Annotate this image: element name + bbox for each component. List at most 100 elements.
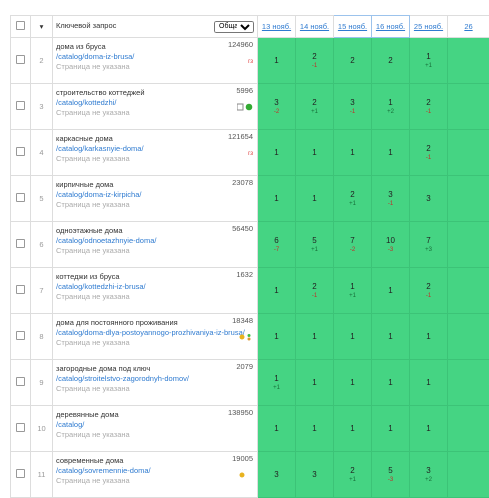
position: 1 (258, 424, 295, 433)
filter-select[interactable]: Общая (214, 21, 254, 33)
position: 1 (334, 424, 371, 433)
position-cell: 1+1 (258, 360, 296, 406)
query-url[interactable]: /catalog/doma-dlya-postoyannogo-prozhiva… (56, 328, 254, 337)
date-header[interactable]: 16 нояб. (372, 16, 410, 38)
date-header[interactable]: 14 нояб. (296, 16, 334, 38)
query-url[interactable]: /catalog/sovremennie-doma/ (56, 466, 254, 475)
query-text: каркасные дома (56, 134, 113, 143)
position-cell: 3-1 (372, 176, 410, 222)
checkbox[interactable] (16, 469, 25, 478)
position: 2 (334, 466, 371, 475)
query-volume: 138950 (228, 408, 253, 417)
date-label: 14 нояб. (300, 22, 329, 31)
position-cell: 6-7 (258, 222, 296, 268)
query-volume: 121654 (228, 132, 253, 141)
query-col-label: Ключевой запрос (56, 21, 116, 30)
date-label: 26 (464, 22, 472, 31)
page-note: Страница не указана (56, 154, 254, 163)
position-cell: 3 (296, 452, 334, 498)
position-cell: 5+1 (296, 222, 334, 268)
row-checkbox[interactable] (11, 130, 31, 176)
row-number: 10 (31, 406, 53, 452)
sort-toggle[interactable]: ▾ (31, 16, 53, 38)
row-number: 7 (31, 268, 53, 314)
position: 2 (296, 98, 333, 107)
row-checkbox[interactable] (11, 38, 31, 84)
page-note: Страница не указана (56, 108, 254, 117)
row-checkbox[interactable] (11, 314, 31, 360)
row-checkbox[interactable] (11, 406, 31, 452)
query-url[interactable]: /catalog/odnoetazhnyie-doma/ (56, 236, 254, 245)
position-cell: 2-1 (296, 38, 334, 84)
query-url[interactable]: /catalog/stroitelstvo-zagorodnyh-domov/ (56, 374, 254, 383)
query-volume: 23078 (232, 178, 253, 187)
row-checkbox[interactable] (11, 452, 31, 498)
icon (240, 473, 245, 478)
position-cell: 1 (334, 406, 372, 452)
query-url[interactable]: /catalog/doma-iz-brusa/ (56, 52, 254, 61)
position-delta: +1 (410, 63, 447, 69)
row-number: 9 (31, 360, 53, 406)
query-text: коттеджи из бруса (56, 272, 120, 281)
position-cell: 1 (258, 406, 296, 452)
query-icons (237, 103, 253, 113)
position-cell-cut (448, 452, 489, 498)
position-cell-cut (448, 130, 489, 176)
query-url[interactable]: /catalog/ (56, 420, 254, 429)
checkbox[interactable] (16, 193, 25, 202)
position-cell: 1 (372, 130, 410, 176)
checkbox[interactable] (16, 239, 25, 248)
position: 1 (410, 378, 447, 387)
checkbox[interactable] (16, 55, 25, 64)
row-number: 8 (31, 314, 53, 360)
date-header[interactable]: 15 нояб. (334, 16, 372, 38)
page-note: Страница не указана (56, 384, 254, 393)
positions-table: ▾ Ключевой запрос Общая 13 нояб. 14 нояб. 1… (10, 15, 489, 498)
position: 1 (296, 148, 333, 157)
position: 1 (372, 286, 409, 295)
icons (237, 103, 253, 111)
position: 1 (296, 424, 333, 433)
query-volume: 56450 (232, 224, 253, 233)
checkbox[interactable] (16, 331, 25, 340)
date-header[interactable]: 25 нояб. (410, 16, 448, 38)
row-checkbox[interactable] (11, 176, 31, 222)
checkbox[interactable] (16, 101, 25, 110)
position-delta: -1 (334, 109, 371, 115)
row-checkbox[interactable] (11, 222, 31, 268)
position-cell: 10-3 (372, 222, 410, 268)
position: 1 (258, 194, 295, 203)
query-volume: 19005 (232, 454, 253, 463)
position-cell: 2+1 (334, 176, 372, 222)
query-url[interactable]: /catalog/karkasnyie-doma/ (56, 144, 254, 153)
position: 7 (334, 236, 371, 245)
row-checkbox[interactable] (11, 360, 31, 406)
checkbox[interactable] (16, 147, 25, 156)
date-label: 16 нояб. (376, 22, 405, 31)
select-all[interactable] (11, 16, 31, 38)
checkbox[interactable] (16, 423, 25, 432)
row-checkbox[interactable] (11, 84, 31, 130)
position-cell: 3-2 (258, 84, 296, 130)
query-url[interactable]: /catalog/kottedzhi/ (56, 98, 254, 107)
position: 2 (410, 98, 447, 107)
header-row: ▾ Ключевой запрос Общая 13 нояб. 14 нояб. 1… (11, 16, 489, 38)
checkbox[interactable] (16, 285, 25, 294)
position: 1 (372, 332, 409, 341)
position-delta: +1 (334, 293, 371, 299)
checkbox[interactable] (16, 377, 25, 386)
query-cell: каркасные дома 121654/catalog/karkasnyie-… (53, 130, 258, 176)
date-header[interactable]: 13 нояб. (258, 16, 296, 38)
query-url[interactable]: /catalog/doma-iz-kirpicha/ (56, 190, 254, 199)
date-header[interactable]: 26 (448, 16, 489, 38)
icon (248, 338, 251, 341)
icons (239, 333, 253, 341)
query-url[interactable]: /catalog/kottedzhi-iz-brusa/ (56, 282, 254, 291)
row-checkbox[interactable] (11, 268, 31, 314)
position-cell: 1+1 (334, 268, 372, 314)
position-cell: 2 (334, 38, 372, 84)
